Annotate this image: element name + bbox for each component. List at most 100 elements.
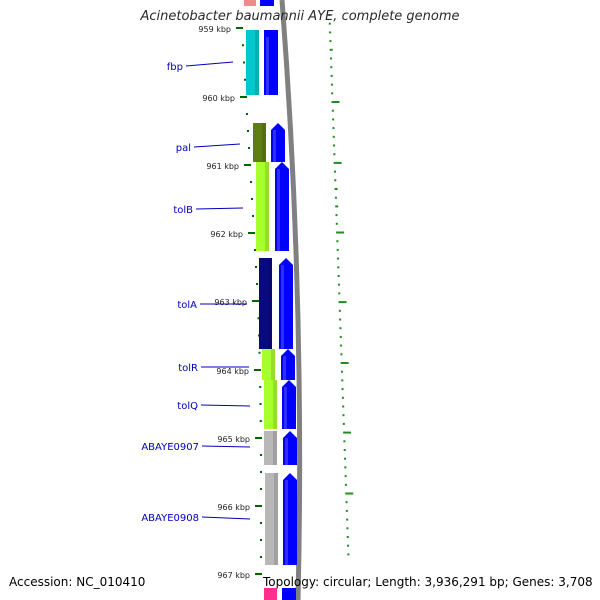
gc-mark bbox=[345, 509, 348, 512]
category-track bbox=[244, 0, 278, 565]
gc-mark bbox=[346, 527, 349, 530]
gc-mark bbox=[331, 101, 340, 103]
gc-mark bbox=[339, 318, 342, 321]
minor-tick bbox=[250, 181, 252, 183]
minor-tick bbox=[259, 386, 262, 388]
gene-category-shade bbox=[273, 431, 277, 465]
tick-label: 962 kbp bbox=[210, 230, 243, 239]
category-block-bottom bbox=[264, 588, 277, 600]
gc-mark bbox=[333, 144, 336, 147]
gene-label[interactable]: tolQ bbox=[177, 401, 198, 412]
gene-label-leader bbox=[201, 516, 251, 520]
gc-mark bbox=[336, 231, 345, 234]
gc-mark bbox=[329, 31, 332, 34]
gc-mark bbox=[330, 57, 333, 60]
gc-mark bbox=[344, 483, 347, 486]
minor-tick bbox=[252, 215, 254, 217]
gc-mark bbox=[330, 74, 333, 77]
genome-stats-text: Topology: circular; Length: 3,936,291 bp… bbox=[263, 575, 593, 589]
gene-category-block bbox=[259, 258, 272, 349]
minor-tick bbox=[244, 78, 246, 81]
gene-label-leader bbox=[200, 404, 251, 407]
gc-mark bbox=[335, 214, 338, 217]
gene-arrow bbox=[275, 162, 289, 251]
genome-backbone bbox=[279, 0, 303, 600]
minor-tick bbox=[251, 198, 253, 200]
gc-mark bbox=[333, 170, 336, 173]
accession-text: Accession: NC_010410 bbox=[9, 575, 146, 589]
gene-category-shade bbox=[265, 162, 269, 251]
gc-mark bbox=[337, 283, 340, 286]
gc-mark bbox=[338, 292, 341, 295]
minor-tick bbox=[254, 249, 256, 251]
gene-arrow-highlight bbox=[284, 387, 287, 429]
gc-mark bbox=[338, 309, 341, 312]
gene-labels: fbp pal tolB tolA tolR tolQ ABAYE0907 ABAYE0908 bbox=[141, 61, 251, 524]
gene-label[interactable]: tolA bbox=[177, 300, 197, 311]
gc-mark bbox=[328, 22, 331, 25]
gene-arrow-highlight bbox=[283, 356, 286, 380]
gc-mark bbox=[342, 422, 345, 425]
strand-track bbox=[260, 0, 297, 600]
gene-arrow-highlight bbox=[285, 480, 288, 565]
gene-arrow-highlight bbox=[285, 438, 288, 465]
gene-arrow-highlight bbox=[273, 130, 276, 162]
gc-mark bbox=[332, 118, 335, 121]
gc-mark bbox=[340, 362, 349, 364]
gene-label[interactable]: pal bbox=[176, 143, 191, 154]
tick-label: 964 kbp bbox=[216, 367, 249, 376]
tick-label: 959 kbp bbox=[198, 25, 231, 34]
gc-mark bbox=[341, 388, 344, 391]
gc-mark bbox=[343, 440, 346, 443]
gc-mark bbox=[332, 135, 335, 138]
gc-mark bbox=[340, 344, 343, 347]
minor-tick bbox=[246, 113, 248, 115]
gc-mark bbox=[330, 66, 333, 69]
gene-category-block bbox=[262, 349, 275, 380]
gene-category-shade bbox=[268, 258, 272, 349]
minor-tick bbox=[260, 539, 262, 541]
strand-block-bottom bbox=[282, 588, 296, 600]
minor-tick bbox=[260, 454, 262, 456]
gc-mark bbox=[331, 109, 334, 112]
gc-content-marks bbox=[328, 14, 354, 556]
gene-label[interactable]: tolB bbox=[173, 205, 193, 216]
tick-label: 961 kbp bbox=[206, 162, 239, 171]
gc-mark bbox=[331, 92, 334, 95]
gc-mark bbox=[347, 544, 350, 547]
gene-label[interactable]: fbp bbox=[167, 62, 183, 73]
gene-category-shade bbox=[273, 380, 277, 429]
gc-mark bbox=[335, 205, 339, 208]
gene-arrow-highlight bbox=[281, 265, 284, 349]
gc-mark bbox=[328, 14, 331, 16]
gc-mark bbox=[343, 449, 346, 451]
gene-arrow bbox=[264, 30, 278, 95]
gc-mark bbox=[329, 48, 333, 51]
gene-category-block bbox=[264, 431, 277, 465]
gene-category-block bbox=[265, 473, 278, 565]
gc-mark bbox=[337, 266, 340, 269]
minor-tick bbox=[259, 420, 262, 422]
gene-arrow bbox=[279, 258, 293, 349]
gene-label[interactable]: ABAYE0907 bbox=[141, 442, 199, 453]
gc-mark bbox=[336, 248, 339, 251]
gc-mark bbox=[334, 179, 337, 182]
map-title: Acinetobacter baumannii AYE, complete ge… bbox=[140, 9, 460, 24]
gc-mark bbox=[341, 379, 344, 382]
gene-arrow-highlight bbox=[277, 169, 280, 251]
gene-label[interactable]: tolR bbox=[178, 363, 198, 374]
gene-category-shade bbox=[274, 473, 278, 565]
gc-mark bbox=[337, 257, 340, 260]
minor-tick bbox=[259, 403, 262, 405]
gc-mark bbox=[341, 396, 344, 399]
gene-label[interactable]: ABAYE0908 bbox=[141, 513, 199, 524]
gc-mark bbox=[336, 240, 339, 243]
gene-arrow bbox=[283, 473, 297, 565]
minor-tick bbox=[243, 61, 245, 64]
gc-mark bbox=[333, 153, 336, 156]
gene-category-block bbox=[264, 380, 277, 429]
tick-label: 965 kbp bbox=[217, 435, 250, 444]
gene-category-block bbox=[256, 162, 269, 251]
gc-mark bbox=[345, 492, 354, 495]
